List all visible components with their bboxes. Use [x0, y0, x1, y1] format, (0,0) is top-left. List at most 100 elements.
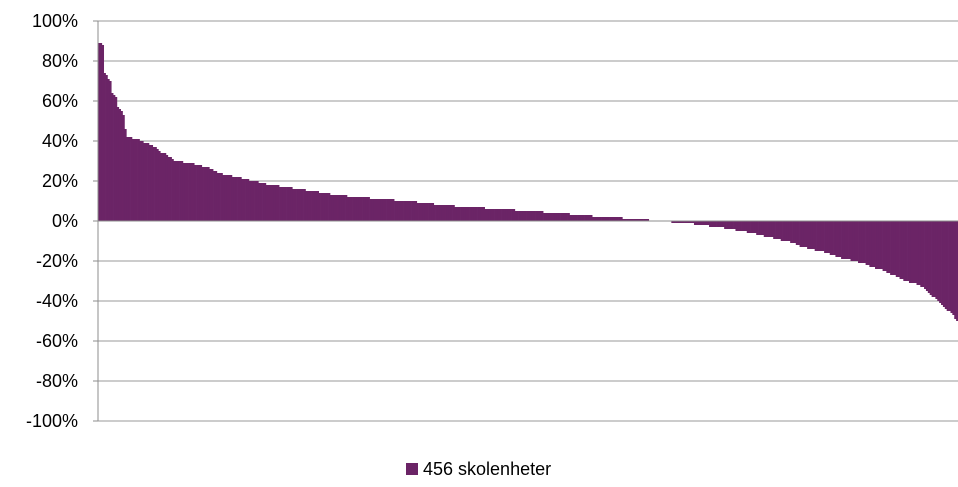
bar	[267, 185, 270, 221]
bar	[392, 199, 395, 221]
bar	[699, 221, 702, 225]
bar	[831, 221, 834, 255]
bar	[594, 217, 597, 221]
bar	[107, 79, 110, 221]
bar	[511, 209, 514, 221]
bar	[346, 197, 350, 221]
y-tick-label: 80%	[42, 51, 78, 71]
bar	[494, 209, 497, 221]
bar	[627, 219, 631, 221]
y-tick-label: 100%	[32, 11, 78, 31]
bar	[424, 203, 427, 221]
bar	[192, 163, 195, 221]
bar	[895, 221, 898, 277]
bar	[588, 215, 591, 221]
y-tick-label: -60%	[36, 331, 78, 351]
bar	[873, 221, 876, 267]
bar	[124, 129, 127, 221]
bar	[863, 221, 866, 263]
bar	[414, 201, 418, 221]
bar	[937, 221, 940, 301]
bar	[890, 221, 893, 275]
bar	[175, 161, 178, 221]
bar	[177, 161, 180, 221]
bar	[707, 221, 710, 225]
bar	[861, 221, 865, 263]
bar	[884, 221, 887, 271]
bar	[303, 189, 306, 221]
bar	[377, 199, 380, 221]
bar	[686, 221, 689, 223]
bar	[484, 209, 487, 221]
bar	[688, 221, 691, 223]
y-tick-label: -100%	[26, 411, 78, 431]
bar	[752, 221, 755, 233]
bar	[509, 209, 512, 221]
bar	[544, 213, 548, 221]
bar	[326, 193, 329, 221]
bar	[714, 221, 717, 227]
bar	[426, 203, 429, 221]
bar	[844, 221, 848, 259]
bar	[726, 221, 729, 229]
bar	[790, 221, 793, 243]
bar	[196, 165, 199, 221]
bar	[203, 167, 206, 221]
bar	[731, 221, 734, 229]
bar	[169, 157, 172, 221]
bar	[101, 45, 105, 221]
bar	[673, 221, 676, 223]
bar	[248, 181, 252, 221]
bar	[180, 161, 184, 221]
bar	[313, 191, 316, 221]
bar	[733, 221, 736, 229]
bar	[797, 221, 800, 245]
bar	[748, 221, 751, 233]
bar	[314, 191, 318, 221]
bar	[942, 221, 946, 307]
bar	[154, 147, 157, 221]
bar	[914, 221, 917, 283]
bar	[839, 221, 842, 257]
bar	[412, 201, 416, 221]
bar	[311, 191, 314, 221]
bar	[676, 221, 680, 223]
bar	[956, 221, 958, 321]
bar	[622, 219, 625, 221]
bar	[137, 139, 140, 221]
bar	[829, 221, 832, 255]
bar	[363, 197, 367, 221]
bar	[941, 221, 944, 305]
bar	[171, 159, 174, 221]
bar	[767, 221, 770, 237]
bar	[644, 219, 648, 221]
bar	[164, 153, 167, 221]
bar	[516, 211, 519, 221]
bar	[243, 179, 246, 221]
bar	[214, 171, 218, 221]
bar	[422, 203, 425, 221]
bar	[590, 215, 593, 221]
y-tick-labels: 100% 80% 60% 40% 20% 0% -20% -40% -60% -80% -100%	[26, 11, 78, 431]
bar	[328, 193, 331, 221]
bar	[646, 219, 650, 221]
bar	[629, 219, 633, 221]
bar	[128, 137, 131, 221]
bar	[369, 199, 372, 221]
bar	[905, 221, 908, 281]
bar	[222, 175, 225, 221]
bar	[907, 221, 910, 281]
bar	[546, 213, 550, 221]
bar	[690, 221, 693, 223]
bar	[254, 181, 257, 221]
bar	[324, 193, 327, 221]
bar	[693, 221, 697, 225]
bar	[333, 195, 336, 221]
bar	[441, 205, 444, 221]
bar	[775, 221, 778, 239]
bar	[637, 219, 640, 221]
bar	[626, 219, 629, 221]
bar	[411, 201, 414, 221]
bar	[454, 207, 457, 221]
bar	[256, 181, 259, 221]
